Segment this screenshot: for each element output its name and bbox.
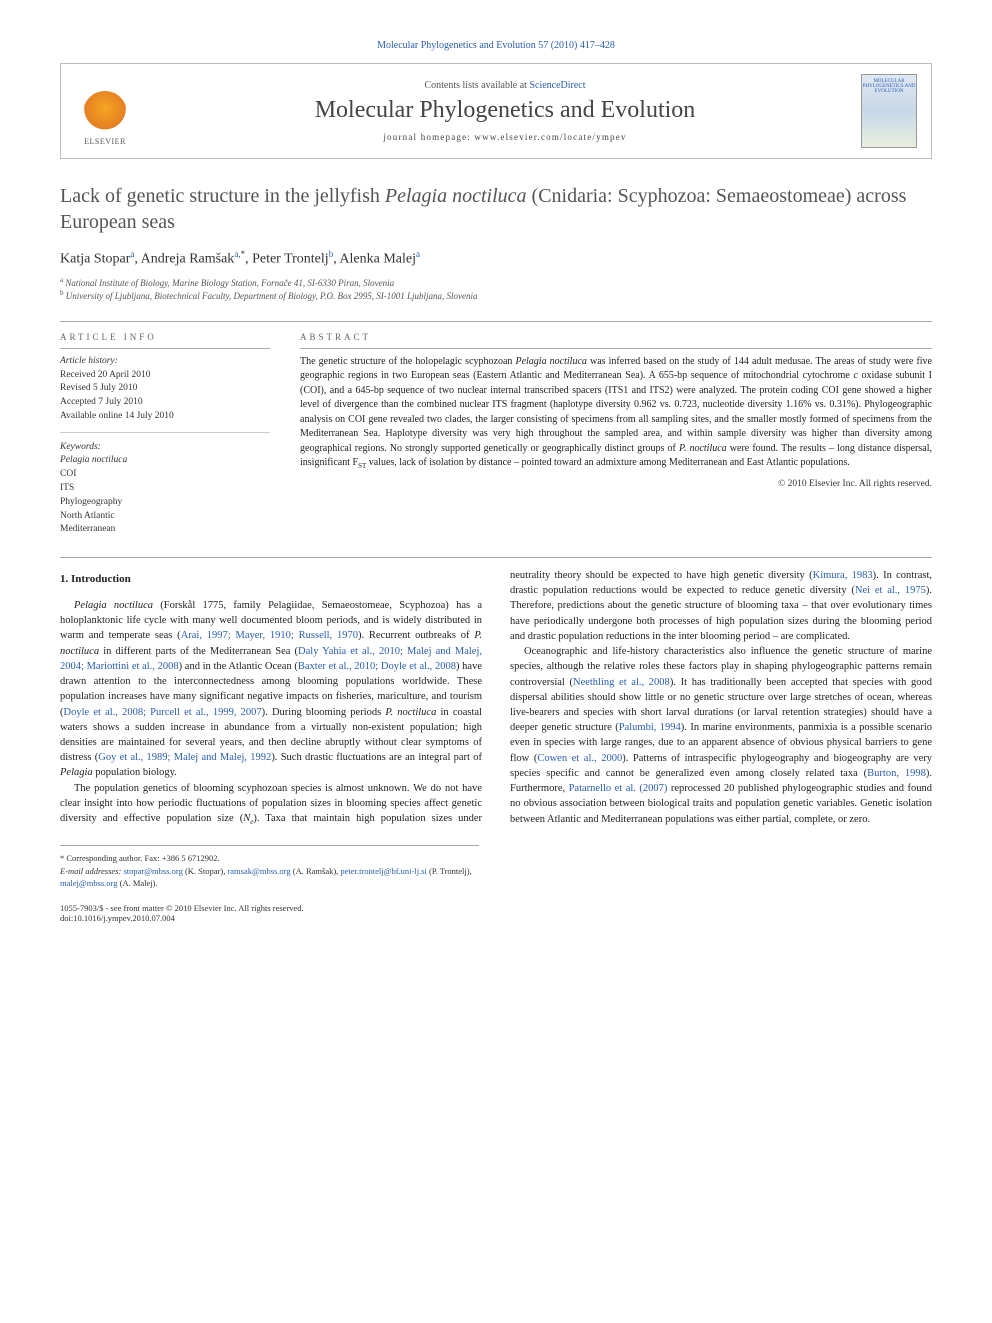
doi-line: doi:10.1016/j.ympev.2010.07.004 <box>60 913 932 923</box>
intro-para-3: Oceanographic and life-history character… <box>510 644 932 827</box>
abstract: ABSTRACT The genetic structure of the ho… <box>300 332 932 537</box>
section-heading-1: 1. Introduction <box>60 572 482 588</box>
citation-link[interactable]: Burton, 1998 <box>867 768 926 779</box>
journal-title: Molecular Phylogenetics and Evolution <box>149 97 861 124</box>
author-1: Katja Stopar <box>60 252 130 267</box>
history-received: Received 20 April 2010 <box>60 369 270 383</box>
author-4: Alenka Malej <box>339 252 416 267</box>
citation-link[interactable]: Neethling et al., 2008 <box>573 677 670 688</box>
footnotes: * Corresponding author. Fax: +386 5 6712… <box>60 845 479 889</box>
article-title: Lack of genetic structure in the jellyfi… <box>60 183 932 235</box>
abstract-text: The genetic structure of the holopelagic… <box>300 355 932 472</box>
contents-line: Contents lists available at ScienceDirec… <box>149 80 861 91</box>
keyword-1: Pelagia noctiluca <box>60 454 270 468</box>
citation-link[interactable]: Arai, 1997; Mayer, 1910; Russell, 1970 <box>181 630 358 641</box>
elsevier-tree-icon <box>83 91 127 135</box>
keyword-2: COI <box>60 468 270 482</box>
body-text: 1. Introduction Pelagia noctiluca (Forsk… <box>60 568 932 827</box>
article-history: Article history: Received 20 April 2010 … <box>60 355 270 537</box>
author-2-corr: * <box>241 249 246 259</box>
title-pre: Lack of genetic structure in the jellyfi… <box>60 185 385 207</box>
author-4-aff: a <box>416 249 420 259</box>
running-head-link[interactable]: Molecular Phylogenetics and Evolution 57… <box>377 40 615 51</box>
homepage-line: journal homepage: www.elsevier.com/locat… <box>149 132 861 142</box>
email-addresses: E-mail addresses: stopar@mbss.org (K. St… <box>60 865 479 890</box>
page: Molecular Phylogenetics and Evolution 57… <box>0 0 992 963</box>
email-link[interactable]: stopar@mbss.org <box>123 866 182 876</box>
issn-line: 1055-7903/$ - see front matter © 2010 El… <box>60 903 932 913</box>
contents-prefix: Contents lists available at <box>424 80 529 91</box>
keyword-3: ITS <box>60 482 270 496</box>
corresponding-author: * Corresponding author. Fax: +386 5 6712… <box>60 852 479 864</box>
history-online: Available online 14 July 2010 <box>60 410 270 424</box>
citation-link[interactable]: Nei et al., 1975 <box>855 585 926 596</box>
section-rule-2 <box>60 557 932 558</box>
citation-link[interactable]: Cowen et al., 2000 <box>537 753 622 764</box>
affiliations: a National Institute of Biology, Marine … <box>60 276 932 303</box>
sciencedirect-link[interactable]: ScienceDirect <box>529 80 585 91</box>
affiliation-a: National Institute of Biology, Marine Bi… <box>65 278 394 288</box>
author-3: Peter Trontelj <box>252 252 329 267</box>
keyword-6: Mediterranean <box>60 523 270 537</box>
keyword-4: Phylogeography <box>60 496 270 510</box>
article-info-heading: ARTICLE INFO <box>60 332 270 342</box>
article-info: ARTICLE INFO Article history: Received 2… <box>60 332 270 537</box>
intro-para-1: Pelagia noctiluca (Forskål 1775, family … <box>60 598 482 781</box>
history-accepted: Accepted 7 July 2010 <box>60 396 270 410</box>
citation-link[interactable]: Goy et al., 1989; Malej and Malej, 1992 <box>98 752 271 763</box>
citation-link[interactable]: Palumbi, 1994 <box>619 722 681 733</box>
abstract-copyright: © 2010 Elsevier Inc. All rights reserved… <box>300 479 932 489</box>
title-species: Pelagia noctiluca <box>385 185 527 207</box>
journal-header: ELSEVIER Contents lists available at Sci… <box>60 63 932 159</box>
citation-link[interactable]: Patarnello et al. (2007) <box>569 783 668 794</box>
footer: 1055-7903/$ - see front matter © 2010 El… <box>60 903 932 923</box>
info-abstract-row: ARTICLE INFO Article history: Received 2… <box>60 332 932 537</box>
author-1-aff: a <box>130 249 134 259</box>
header-center: Contents lists available at ScienceDirec… <box>149 80 861 142</box>
email-link[interactable]: ramsak@mbss.org <box>227 866 290 876</box>
elsevier-label: ELSEVIER <box>84 137 126 146</box>
history-revised: Revised 5 July 2010 <box>60 382 270 396</box>
section-rule <box>60 321 932 322</box>
author-3-aff: b <box>329 249 334 259</box>
citation-link[interactable]: Baxter et al., 2010; Doyle et al., 2008 <box>298 661 456 672</box>
abstract-heading: ABSTRACT <box>300 332 932 342</box>
keyword-5: North Atlantic <box>60 510 270 524</box>
running-head: Molecular Phylogenetics and Evolution 57… <box>60 40 932 51</box>
keywords-label: Keywords: <box>60 441 270 455</box>
journal-cover-thumb: MOLECULAR PHYLOGENETICS AND EVOLUTION <box>861 74 917 148</box>
citation-link[interactable]: Doyle et al., 2008; Purcell et al., 1999… <box>64 707 262 718</box>
author-list: Katja Stopara, Andreja Ramšaka,*, Peter … <box>60 249 932 268</box>
author-2: Andreja Ramšak <box>141 252 235 267</box>
citation-link[interactable]: Kimura, 1983 <box>813 570 873 581</box>
affiliation-b: University of Ljubljana, Biotechnical Fa… <box>66 291 478 301</box>
email-link[interactable]: malej@mbss.org <box>60 878 118 888</box>
history-label: Article history: <box>60 355 270 369</box>
elsevier-logo: ELSEVIER <box>75 76 135 146</box>
email-link[interactable]: peter.trontelj@bf.uni-lj.si <box>340 866 426 876</box>
